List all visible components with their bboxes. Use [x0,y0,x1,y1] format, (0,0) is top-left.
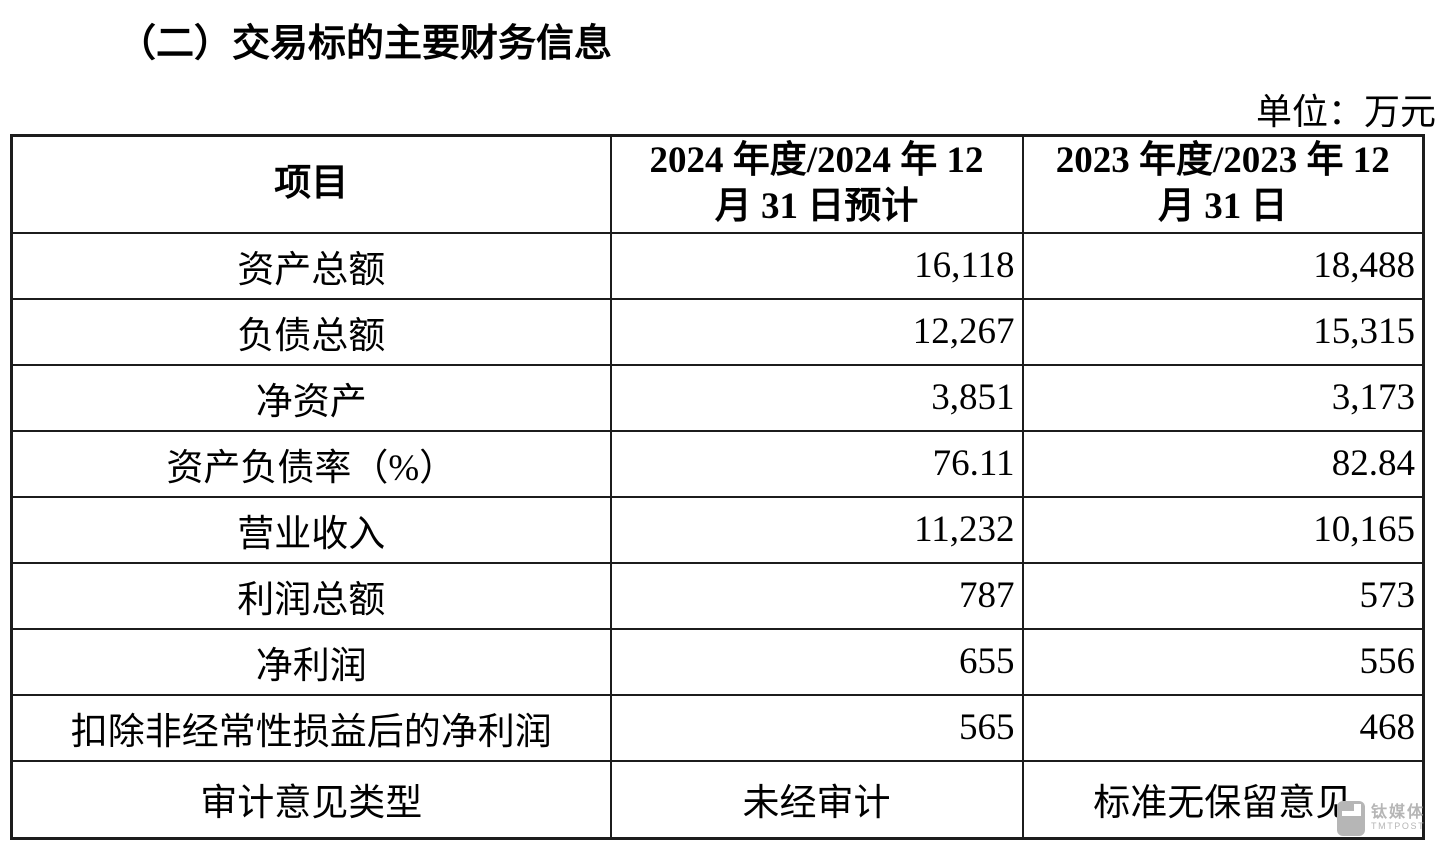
value-2024: 787 [609,561,1024,630]
table-row: 扣除非经常性损益后的净利润 565 468 [10,693,1425,762]
value-2024: 655 [609,627,1024,696]
table-row: 资产总额 16,118 18,488 [10,231,1425,300]
unit-note: 单位：万元 [1255,92,1436,132]
value-2023: 468 [1021,693,1425,762]
table-row: 净资产 3,851 3,173 [10,363,1425,432]
section-title: （二）交易标的主要财务信息 [118,23,613,65]
value-2024: 3,851 [609,363,1024,432]
row-label: 营业收入 [10,495,612,564]
value-2024: 76.11 [609,429,1024,498]
value-2024: 12,267 [609,297,1024,366]
value-2024: 11,232 [609,495,1024,564]
row-label: 利润总额 [10,561,612,630]
table-row: 利润总额 787 573 [10,561,1425,630]
table-row: 营业收入 11,232 10,165 [10,495,1425,564]
column-header-item: 项目 [10,134,612,234]
value-2024: 565 [609,693,1024,762]
row-label: 审计意见类型 [10,759,612,840]
table-row: 资产负债率（%） 76.11 82.84 [10,429,1425,498]
value-2023: 10,165 [1021,495,1425,564]
row-label: 净资产 [10,363,612,432]
table-header: 项目 2024 年度/2024 年 12 月 31 日预计 2023 年度/20… [10,134,1425,234]
value-2023: 556 [1021,627,1425,696]
table-row-audit-opinion: 审计意见类型 未经审计 标准无保留意见 [10,759,1425,840]
row-label: 净利润 [10,627,612,696]
value-2023: 82.84 [1021,429,1425,498]
value-2023: 573 [1021,561,1425,630]
row-label: 扣除非经常性损益后的净利润 [10,693,612,762]
tmtpost-logo-icon [1337,801,1365,836]
value-2023: 18,488 [1021,231,1425,300]
value-2023: 15,315 [1021,297,1425,366]
value-2024: 16,118 [609,231,1024,300]
financial-table: 项目 2024 年度/2024 年 12 月 31 日预计 2023 年度/20… [10,134,1425,840]
table-row: 净利润 655 556 [10,627,1425,696]
row-label: 资产负债率（%） [10,429,612,498]
tmtpost-watermark: 钛媒体 TMTPOST [1337,801,1425,836]
column-header-2024: 2024 年度/2024 年 12 月 31 日预计 [609,134,1024,234]
table-row: 负债总额 12,267 15,315 [10,297,1425,366]
watermark-brand-en: TMTPOST [1371,821,1426,832]
row-label: 负债总额 [10,297,612,366]
value-2024: 未经审计 [609,759,1024,840]
column-header-2023: 2023 年度/2023 年 12 月 31 日 [1021,134,1425,234]
watermark-brand-cn: 钛媒体 [1371,804,1426,822]
row-label: 资产总额 [10,231,612,300]
header-row: 项目 2024 年度/2024 年 12 月 31 日预计 2023 年度/20… [10,134,1425,234]
value-2023: 3,173 [1021,363,1425,432]
watermark-text: 钛媒体 TMTPOST [1371,804,1426,832]
